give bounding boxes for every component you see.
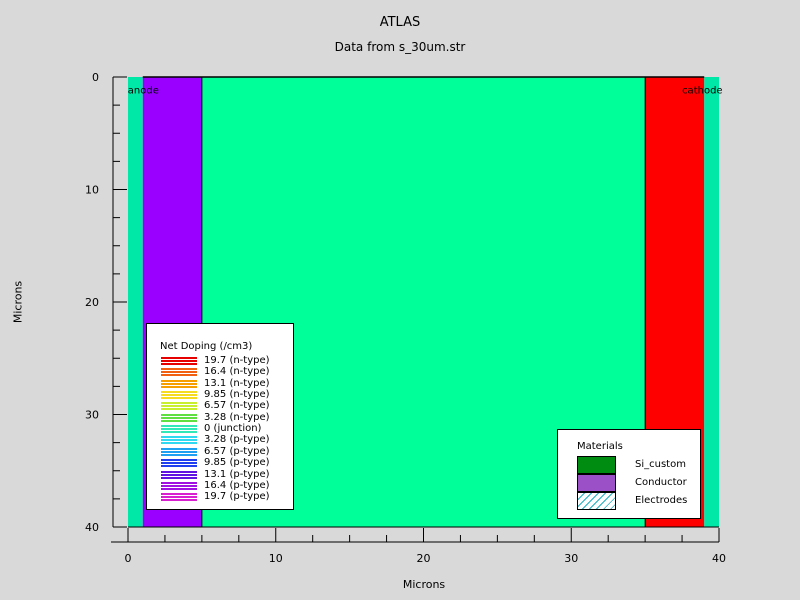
materials-legend: Materials Si_custom Conductor Electrodes: [557, 429, 701, 519]
doping-legend-label: 16.4 (p-type): [204, 479, 270, 491]
doping-legend-swatch: [161, 425, 197, 435]
electrode-label-cathode: cathode: [682, 85, 723, 96]
doping-legend-label: 9.85 (n-type): [204, 389, 270, 401]
doping-legend-label: 9.85 (p-type): [204, 457, 270, 469]
chart-subtitle: Data from s_30um.str: [334, 40, 466, 54]
doping-legend-swatch: [161, 493, 197, 503]
x-tick-label: 30: [564, 552, 578, 565]
doping-legend-title: Net Doping (/cm3): [160, 341, 253, 352]
materials-legend-swatch-electrodes: [577, 492, 616, 510]
x-axis-label: Microns: [402, 578, 446, 591]
doping-legend-label: 6.57 (n-type): [204, 400, 270, 412]
doping-legend-swatch: [161, 357, 197, 366]
doping-legend-label: 19.7 (p-type): [204, 491, 270, 503]
materials-legend-label: Si_custom: [635, 459, 686, 470]
chart-title: ATLAS: [379, 15, 421, 30]
right-electrode-strip: [704, 77, 719, 527]
doping-legend-swatch: [161, 481, 197, 491]
electrode-label-anode: anode: [128, 85, 159, 96]
doping-legend: Net Doping (/cm3) 19.7 (n-type) 16.4 (n-t…: [146, 323, 294, 510]
doping-legend-label: 13.1 (n-type): [204, 377, 270, 389]
x-tick-label: 40: [712, 552, 726, 565]
doping-legend-swatch: [161, 436, 197, 446]
doping-legend-label: 19.7 (n-type): [204, 355, 270, 366]
y-tick-label: 20: [85, 296, 99, 309]
y-tick-label: 0: [92, 71, 99, 84]
y-axis-label: Microns: [11, 280, 25, 324]
materials-legend-title: Materials: [577, 441, 623, 452]
materials-legend-label: Conductor: [635, 477, 687, 488]
y-tick-label: 10: [85, 184, 99, 197]
doping-legend-swatch: [161, 368, 197, 378]
y-tick-label: 40: [85, 521, 99, 534]
x-tick-label: 0: [125, 552, 132, 565]
materials-legend-swatch-si_custom: [577, 456, 616, 474]
doping-legend-swatch: [161, 413, 197, 423]
doping-legend-label: 13.1 (p-type): [204, 468, 270, 480]
doping-legend-label: 0 (junction): [204, 423, 262, 435]
materials-legend-label: Electrodes: [635, 495, 688, 506]
doping-legend-label: 3.28 (n-type): [204, 411, 270, 423]
doping-legend-swatch: [161, 470, 197, 480]
doping-legend-swatch: [161, 459, 197, 469]
doping-legend-swatch: [161, 391, 197, 401]
doping-legend-label: 6.57 (p-type): [204, 445, 270, 457]
y-tick-label: 30: [85, 409, 99, 422]
doping-legend-swatch: [161, 402, 197, 412]
x-tick-label: 20: [417, 552, 431, 565]
doping-legend-label: 3.28 (p-type): [204, 434, 270, 446]
materials-legend-swatch-conductor: [577, 474, 616, 492]
doping-legend-swatch: [161, 379, 197, 389]
x-tick-label: 10: [269, 552, 283, 565]
doping-legend-label: 16.4 (n-type): [204, 366, 270, 378]
doping-legend-swatch: [161, 447, 197, 457]
left-electrode-strip: [128, 77, 143, 527]
